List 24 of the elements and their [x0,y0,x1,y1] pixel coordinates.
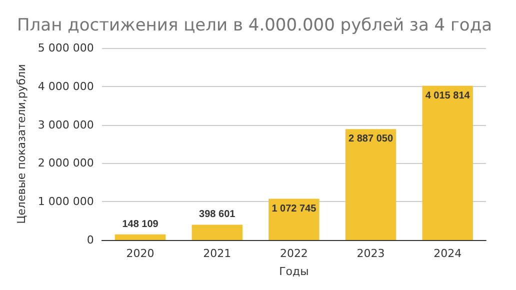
y-tick-label: 0 [86,234,94,246]
bar [345,129,396,240]
chart-title: План достижения цели в 4.000.000 рублей за 4 года [17,16,492,36]
x-tick-label: 2022 [280,247,308,260]
x-tick-label: 2020 [126,247,154,260]
data-label: 1 072 745 [272,203,317,214]
y-tick-label: 2 000 000 [38,156,94,170]
y-tick-label: 1 000 000 [38,195,94,208]
data-label: 398 601 [199,209,236,220]
x-axis-title: Годы [279,265,309,278]
bar [422,86,473,240]
y-tick-label: 3 000 000 [38,118,94,132]
x-tick-label: 2023 [356,247,385,260]
x-tick-label: 2021 [203,247,232,260]
y-tick-label: 4 000 000 [38,80,94,93]
y-axis-title: Целевые показатели,рубли [15,64,28,224]
data-label: 148 109 [122,218,159,230]
x-tick-label: 2024 [434,247,462,260]
bar [114,234,166,240]
bar [192,224,242,240]
y-tick-label: 5 000 000 [38,42,94,54]
data-label: 2 887 050 [348,134,394,145]
bar [268,198,320,240]
data-label: 4 015 814 [425,90,470,102]
